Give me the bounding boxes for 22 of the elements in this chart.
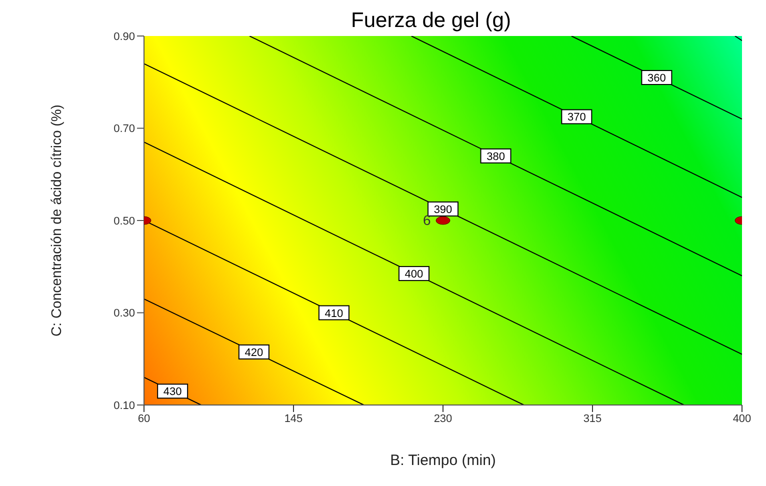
y-tick-label: 0.70 (114, 123, 135, 136)
x-tick-label: 315 (583, 412, 602, 425)
series-label: 370 (567, 112, 586, 124)
series-label: 380 (486, 150, 505, 163)
chart-title: Fuerza de gel (g) (351, 9, 511, 32)
x-tick-label: 230 (434, 412, 452, 425)
series-label: 400 (404, 268, 424, 281)
y-tick-label: 0.50 (114, 215, 135, 228)
series-label: 420 (244, 346, 264, 359)
series-label: 410 (324, 308, 344, 320)
x-tick-label: 145 (284, 412, 303, 425)
x-tick-label: 60 (138, 412, 150, 425)
series-label: 430 (163, 386, 182, 398)
y-tick-label: 0.30 (114, 308, 135, 320)
y-tick-label: 0.90 (114, 30, 135, 43)
series-label: 360 (648, 72, 666, 85)
series-label: 390 (434, 204, 452, 216)
y-tick-label: 0.10 (114, 400, 135, 412)
y-axis-title: C: Concentración de ácido cítrico (%) (48, 104, 64, 336)
x-tick-label: 400 (732, 412, 752, 425)
x-axis-title: B: Tiempo (min) (390, 452, 496, 469)
annotation: 6 (423, 210, 431, 228)
